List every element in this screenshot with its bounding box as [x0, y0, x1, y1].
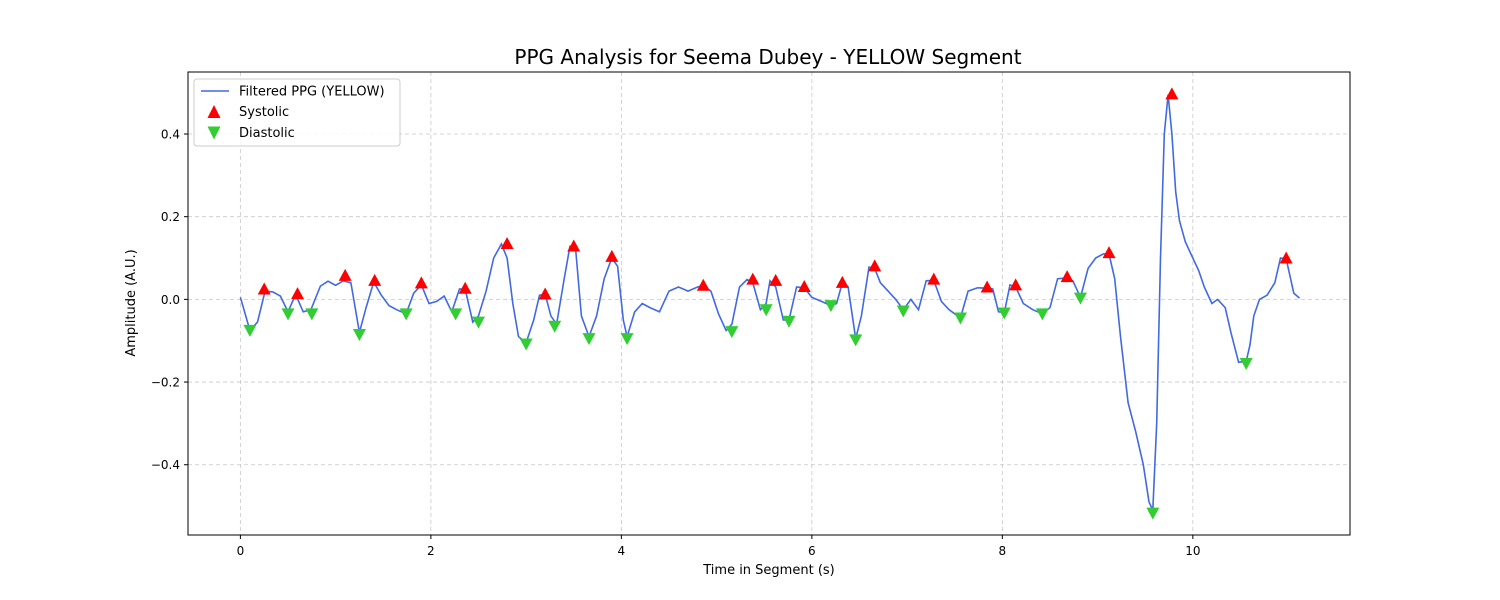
diastolic-point [243, 324, 257, 337]
chart-title: PPG Analysis for Seema Dubey - YELLOW Se… [514, 45, 1021, 69]
systolic-point [696, 278, 710, 291]
diastolic-point [352, 329, 366, 342]
y-axis-label: Amplitude (A.U.) [124, 249, 139, 356]
systolic-point [414, 276, 428, 289]
diastolic-point [997, 307, 1011, 320]
diastolic-point [582, 333, 596, 346]
systolic-point [500, 237, 514, 250]
x-axis-label: Time in Segment (s) [702, 563, 834, 578]
diastolic-point [849, 334, 863, 347]
plot-frame [187, 71, 1351, 536]
diastolic-point [896, 305, 910, 318]
diastolic-point [305, 308, 319, 321]
systolic-point [291, 287, 305, 300]
legend-box [193, 78, 401, 147]
systolic-point [1165, 87, 1179, 100]
systolic-point [257, 282, 271, 295]
legend-label-diastolic: Diastolic [239, 126, 295, 141]
legend-label-systolic: Systolic [239, 105, 289, 120]
systolic-point [538, 287, 552, 300]
diastolic-point [1035, 308, 1049, 321]
diastolic-point [281, 308, 295, 321]
y-tick-label: 0.2 [161, 210, 180, 224]
x-tick-label: 2 [427, 544, 435, 558]
systolic-point [797, 280, 811, 293]
systolic-point [769, 273, 783, 286]
diastolic-point [782, 315, 796, 328]
x-tick-label: 6 [808, 544, 816, 558]
plot-area [239, 87, 1301, 520]
systolic-point [927, 272, 941, 285]
systolic-point [605, 249, 619, 262]
y-tick-label: 0.4 [161, 128, 180, 142]
y-tick-label: −0.2 [151, 376, 180, 390]
diastolic-point [548, 320, 562, 333]
diastolic-points [243, 292, 1253, 520]
diastolic-point [399, 308, 413, 321]
x-tick-label: 10 [1185, 544, 1200, 558]
systolic-point [1060, 270, 1074, 283]
systolic-point [1279, 251, 1293, 264]
y-tick-label: −0.4 [151, 458, 180, 472]
legend: Filtered PPG (YELLOW) Systolic Diastolic [193, 78, 401, 147]
y-tick-label: 0.0 [161, 293, 180, 307]
legend-label-filtered-ppg: Filtered PPG (YELLOW) [239, 85, 385, 100]
diastolic-point [953, 312, 967, 325]
systolic-points [257, 87, 1293, 300]
systolic-point [835, 275, 849, 288]
diastolic-point [1073, 292, 1087, 305]
systolic-point [368, 273, 382, 286]
y-axis-ticks: −0.4 −0.2 0.0 0.2 0.4 [151, 128, 188, 472]
systolic-point [1102, 246, 1116, 259]
x-tick-label: 4 [618, 544, 626, 558]
diastolic-point [519, 338, 533, 351]
legend-systolic-swatch [207, 105, 221, 118]
systolic-point [567, 239, 581, 252]
systolic-point [980, 280, 994, 293]
x-tick-label: 0 [237, 544, 245, 558]
diastolic-point [725, 326, 739, 339]
diastolic-point [759, 304, 773, 317]
systolic-point [338, 268, 352, 281]
diastolic-point [620, 333, 634, 346]
legend-diastolic-swatch [207, 126, 221, 140]
systolic-point [1009, 278, 1023, 291]
x-axis-ticks: 0 2 4 6 8 10 [237, 535, 1200, 558]
systolic-point [746, 272, 760, 285]
x-tick-label: 8 [999, 544, 1007, 558]
systolic-point [868, 259, 882, 272]
diastolic-point [449, 308, 463, 321]
diastolic-point [472, 316, 485, 329]
systolic-point [458, 281, 472, 294]
diastolic-point [1239, 357, 1253, 370]
diastolic-point [824, 300, 838, 313]
diastolic-point [1146, 507, 1160, 520]
